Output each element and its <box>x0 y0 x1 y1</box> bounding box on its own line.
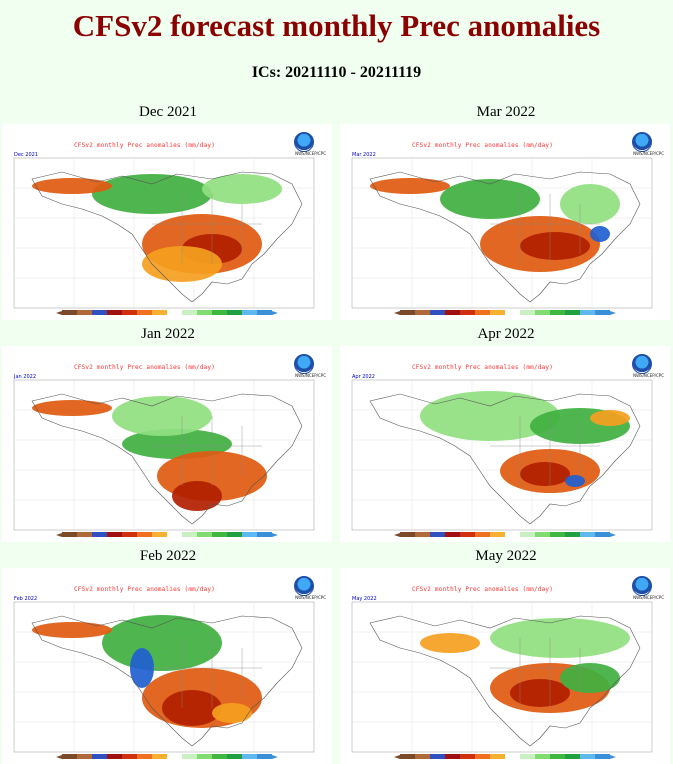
colorbar-right-arrow <box>610 311 616 315</box>
map-corner-label: May 2022 <box>352 596 377 602</box>
colorbar <box>62 310 272 315</box>
panel-month-label: Apr 2022 <box>477 326 535 342</box>
map-canvas <box>351 601 653 753</box>
map-canvas <box>13 379 315 531</box>
colorbar-left-arrow <box>56 311 62 315</box>
panel-month-label: May 2022 <box>475 548 537 564</box>
panel-month-label: Dec 2021 <box>139 104 197 120</box>
agency-label: NWS/NCEP/CPC <box>633 595 664 600</box>
coastline <box>31 393 303 525</box>
colorbar-right-arrow <box>610 755 616 759</box>
panel-month-label: Mar 2022 <box>476 104 536 120</box>
colorbar <box>62 754 272 759</box>
colorbar <box>400 310 610 315</box>
forecast-map: CFSv2 monthly Prec anomalies (mm/day) Ma… <box>340 568 670 764</box>
forecast-map: CFSv2 monthly Prec anomalies (mm/day) Fe… <box>2 568 332 764</box>
noaa-logo-icon <box>632 576 652 596</box>
panel-month-label: Jan 2022 <box>141 326 195 342</box>
noaa-logo-icon <box>294 132 314 152</box>
agency-label: NWS/NCEP/CPC <box>633 373 664 378</box>
forecast-map: CFSv2 monthly Prec anomalies (mm/day) Ap… <box>340 346 670 542</box>
agency-label: NWS/NCEP/CPC <box>295 595 326 600</box>
agency-label: NWS/NCEP/CPC <box>295 151 326 156</box>
map-title: CFSv2 monthly Prec anomalies (mm/day) <box>74 364 216 371</box>
colorbar-right-arrow <box>272 755 278 759</box>
colorbar <box>400 532 610 537</box>
forecast-map: CFSv2 monthly Prec anomalies (mm/day) Ma… <box>340 124 670 320</box>
map-title: CFSv2 monthly Prec anomalies (mm/day) <box>74 142 216 149</box>
map-title: CFSv2 monthly Prec anomalies (mm/day) <box>412 364 554 371</box>
colorbar-right-arrow <box>610 533 616 537</box>
page-title: CFSv2 forecast monthly Prec anomalies <box>72 8 601 43</box>
agency-label: NWS/NCEP/CPC <box>295 373 326 378</box>
panel-month-label: Feb 2022 <box>139 548 197 564</box>
page-subtitle: ICs: 20211110 - 20211119 <box>251 64 422 81</box>
colorbar-right-arrow <box>272 311 278 315</box>
map-corner-label: Feb 2022 <box>14 596 38 602</box>
agency-label: NWS/NCEP/CPC <box>633 151 664 156</box>
coastline <box>369 393 641 525</box>
colorbar-left-arrow <box>394 755 400 759</box>
colorbar-left-arrow <box>394 311 400 315</box>
map-title: CFSv2 monthly Prec anomalies (mm/day) <box>412 142 554 149</box>
noaa-logo-icon <box>294 354 314 374</box>
forecast-map: CFSv2 monthly Prec anomalies (mm/day) De… <box>2 124 332 320</box>
map-canvas <box>351 379 653 531</box>
noaa-logo-icon <box>294 576 314 596</box>
map-canvas <box>351 157 653 309</box>
map-corner-label: Jan 2022 <box>14 374 37 380</box>
colorbar-left-arrow <box>56 755 62 759</box>
colorbar <box>62 532 272 537</box>
map-corner-label: Dec 2021 <box>14 152 38 158</box>
colorbar-left-arrow <box>56 533 62 537</box>
map-title: CFSv2 monthly Prec anomalies (mm/day) <box>74 586 216 593</box>
map-corner-label: Apr 2022 <box>352 374 375 380</box>
noaa-logo-icon <box>632 132 652 152</box>
precip-anomaly-fill <box>370 178 620 272</box>
coastline <box>369 615 641 747</box>
coastline <box>31 171 303 303</box>
colorbar <box>400 754 610 759</box>
map-corner-label: Mar 2022 <box>352 152 376 158</box>
map-canvas <box>13 157 315 309</box>
coastline <box>31 615 303 747</box>
coastline <box>369 171 641 303</box>
noaa-logo-icon <box>632 354 652 374</box>
colorbar-left-arrow <box>394 533 400 537</box>
colorbar-right-arrow <box>272 533 278 537</box>
precip-anomaly-fill <box>32 615 262 728</box>
map-canvas <box>13 601 315 753</box>
forecast-map: CFSv2 monthly Prec anomalies (mm/day) Ja… <box>2 346 332 542</box>
map-title: CFSv2 monthly Prec anomalies (mm/day) <box>412 586 554 593</box>
